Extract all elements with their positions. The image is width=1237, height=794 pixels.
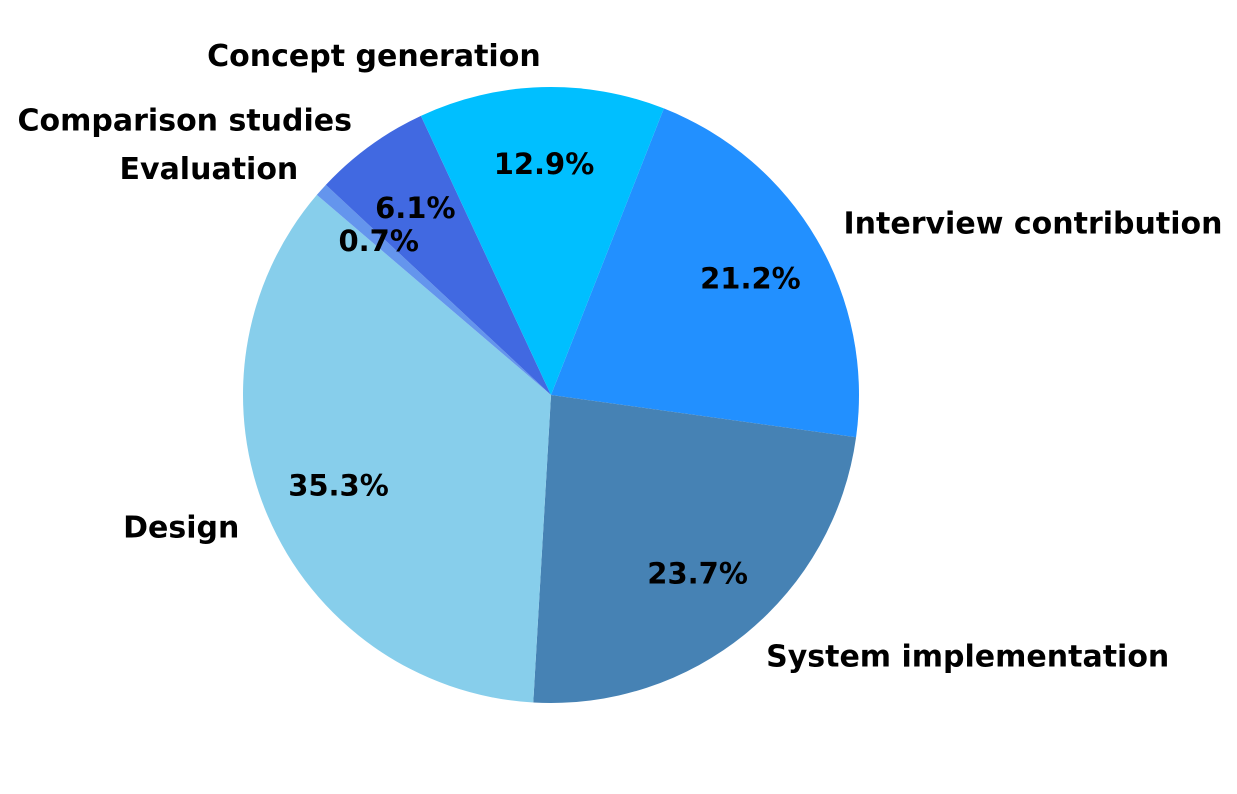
pie-slice-interview-contribution — [551, 108, 859, 438]
category-label-design: Design — [123, 510, 239, 545]
pie-slice-design — [242, 194, 551, 703]
category-label-comparison-studies: Comparison studies — [18, 103, 352, 138]
percent-label-evaluation: 0.7% — [338, 224, 418, 258]
percent-label-design: 35.3% — [288, 469, 389, 503]
percent-label-system-implementation: 23.7% — [647, 557, 748, 591]
category-label-system-implementation: System implementation — [766, 639, 1169, 674]
category-labels: Interview contribution System implementat… — [18, 39, 1223, 674]
percent-labels: 21.2% 23.7% 35.3% 0.7%6.1% 12.9% — [288, 147, 801, 590]
category-label-evaluation: Evaluation — [120, 152, 299, 187]
pie-slice-concept-generation — [420, 87, 664, 396]
pie-slices — [242, 87, 859, 704]
pie-slice-system-implementation — [533, 395, 857, 704]
percent-label-comparison-studies: 6.1% — [375, 191, 455, 225]
percent-label-concept-generation: 12.9% — [494, 147, 595, 181]
pie-slice-evaluation — [316, 184, 551, 395]
category-label-interview-contribution: Interview contribution — [844, 207, 1223, 242]
percent-label-interview-contribution: 21.2% — [700, 261, 801, 295]
category-label-concept-generation: Concept generation — [207, 39, 541, 74]
pie-slice-comparison-studies — [325, 115, 551, 395]
